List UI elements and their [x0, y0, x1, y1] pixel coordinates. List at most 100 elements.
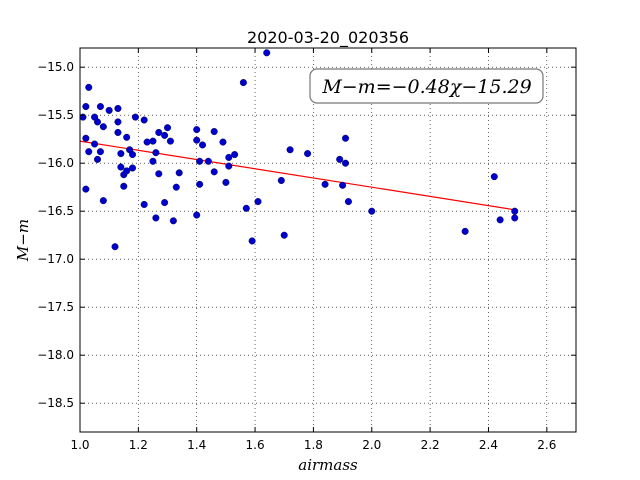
- data-point: [193, 126, 201, 134]
- data-point: [131, 113, 139, 121]
- data-point: [99, 123, 107, 131]
- x-axis-label: airmass: [298, 456, 358, 474]
- data-point: [242, 204, 250, 212]
- grid-lines: [79, 48, 576, 432]
- data-point: [248, 237, 256, 245]
- data-point: [94, 118, 102, 126]
- data-point: [490, 173, 498, 181]
- data-point: [204, 157, 212, 165]
- data-point: [161, 131, 169, 139]
- y-tick-label: −16.0: [37, 156, 74, 170]
- data-point: [496, 216, 504, 224]
- data-point: [175, 169, 183, 177]
- data-point: [129, 164, 137, 172]
- data-point: [129, 151, 137, 159]
- data-point: [155, 128, 163, 136]
- data-point: [117, 163, 125, 171]
- y-tick-label: −17.0: [37, 252, 74, 266]
- data-point: [254, 198, 262, 206]
- x-tick-label: 1.4: [187, 438, 206, 452]
- x-tick-label: 2.4: [479, 438, 498, 452]
- y-axis-label: M−m: [14, 219, 32, 262]
- y-tick-label: −18.5: [37, 396, 74, 410]
- data-point: [225, 153, 233, 161]
- data-point: [342, 134, 350, 142]
- data-point: [193, 211, 201, 219]
- data-point: [82, 185, 90, 193]
- data-point: [85, 83, 93, 91]
- data-point: [114, 118, 122, 126]
- data-point: [82, 103, 90, 111]
- data-point: [105, 106, 113, 114]
- data-point: [152, 214, 160, 222]
- data-point: [140, 116, 148, 124]
- plot-background: [80, 48, 576, 432]
- data-point: [85, 148, 93, 156]
- data-point: [342, 159, 350, 167]
- data-point: [140, 200, 148, 208]
- data-point: [263, 49, 271, 57]
- y-tick-label: −15.5: [37, 108, 74, 122]
- x-tick-label: 1.0: [70, 438, 89, 452]
- data-point: [196, 157, 204, 165]
- data-point: [169, 217, 177, 225]
- data-point: [199, 141, 207, 149]
- data-point: [161, 199, 169, 207]
- data-point: [114, 128, 122, 136]
- data-point: [99, 197, 107, 205]
- data-point: [336, 155, 344, 163]
- data-point: [321, 180, 329, 188]
- data-point: [96, 103, 104, 111]
- data-point: [94, 155, 102, 163]
- data-point: [82, 134, 90, 142]
- data-point: [210, 168, 218, 176]
- x-tick-label: 1.2: [129, 438, 148, 452]
- chart-title: 2020-03-20_020356: [247, 28, 409, 48]
- x-tick-label: 2.2: [421, 438, 440, 452]
- data-point: [344, 198, 352, 206]
- data-point: [196, 180, 204, 188]
- x-tick-label: 2.0: [362, 438, 381, 452]
- fit-equation-box: M−m=−0.48χ−15.29: [309, 68, 544, 104]
- x-tick-label: 2.6: [537, 438, 556, 452]
- data-point: [210, 128, 218, 136]
- y-tick-label: −18.0: [37, 348, 74, 362]
- x-tick-label: 1.6: [246, 438, 265, 452]
- data-point: [304, 150, 312, 158]
- data-point: [277, 176, 285, 184]
- data-point: [166, 137, 174, 145]
- data-point: [164, 124, 172, 132]
- y-tick-label: −17.5: [37, 300, 74, 314]
- data-point: [111, 243, 119, 251]
- axis-ticks: 1.0 1.2 1.4 1.6 1.8 2.0 2.2 2.4 2.6 −15.0 −15.5 −16…: [37, 48, 576, 452]
- data-point: [286, 146, 294, 154]
- data-point: [120, 182, 128, 190]
- data-point: [219, 138, 227, 146]
- data-point: [149, 137, 157, 145]
- fit-equation: M−m=−0.48χ−15.29: [321, 76, 531, 98]
- x-tick-label: 1.8: [304, 438, 323, 452]
- data-point: [511, 207, 519, 215]
- data-point: [117, 150, 125, 158]
- data-point: [461, 227, 469, 235]
- data-point: [511, 214, 519, 222]
- data-point: [123, 133, 131, 141]
- data-point: [123, 167, 131, 175]
- data-point: [239, 79, 247, 87]
- data-point: [149, 157, 157, 165]
- data-point: [172, 183, 180, 191]
- data-point: [193, 136, 201, 144]
- data-point: [368, 207, 376, 215]
- data-point: [280, 231, 288, 239]
- plot-frame: [79, 47, 577, 433]
- data-point: [222, 178, 230, 186]
- data-point: [114, 104, 122, 112]
- y-tick-label: −15.0: [37, 60, 74, 74]
- data-point: [143, 138, 151, 146]
- data-point: [225, 162, 233, 170]
- data-point: [339, 181, 347, 189]
- y-tick-label: −16.5: [37, 204, 74, 218]
- data-point: [91, 140, 99, 148]
- data-point: [152, 149, 160, 157]
